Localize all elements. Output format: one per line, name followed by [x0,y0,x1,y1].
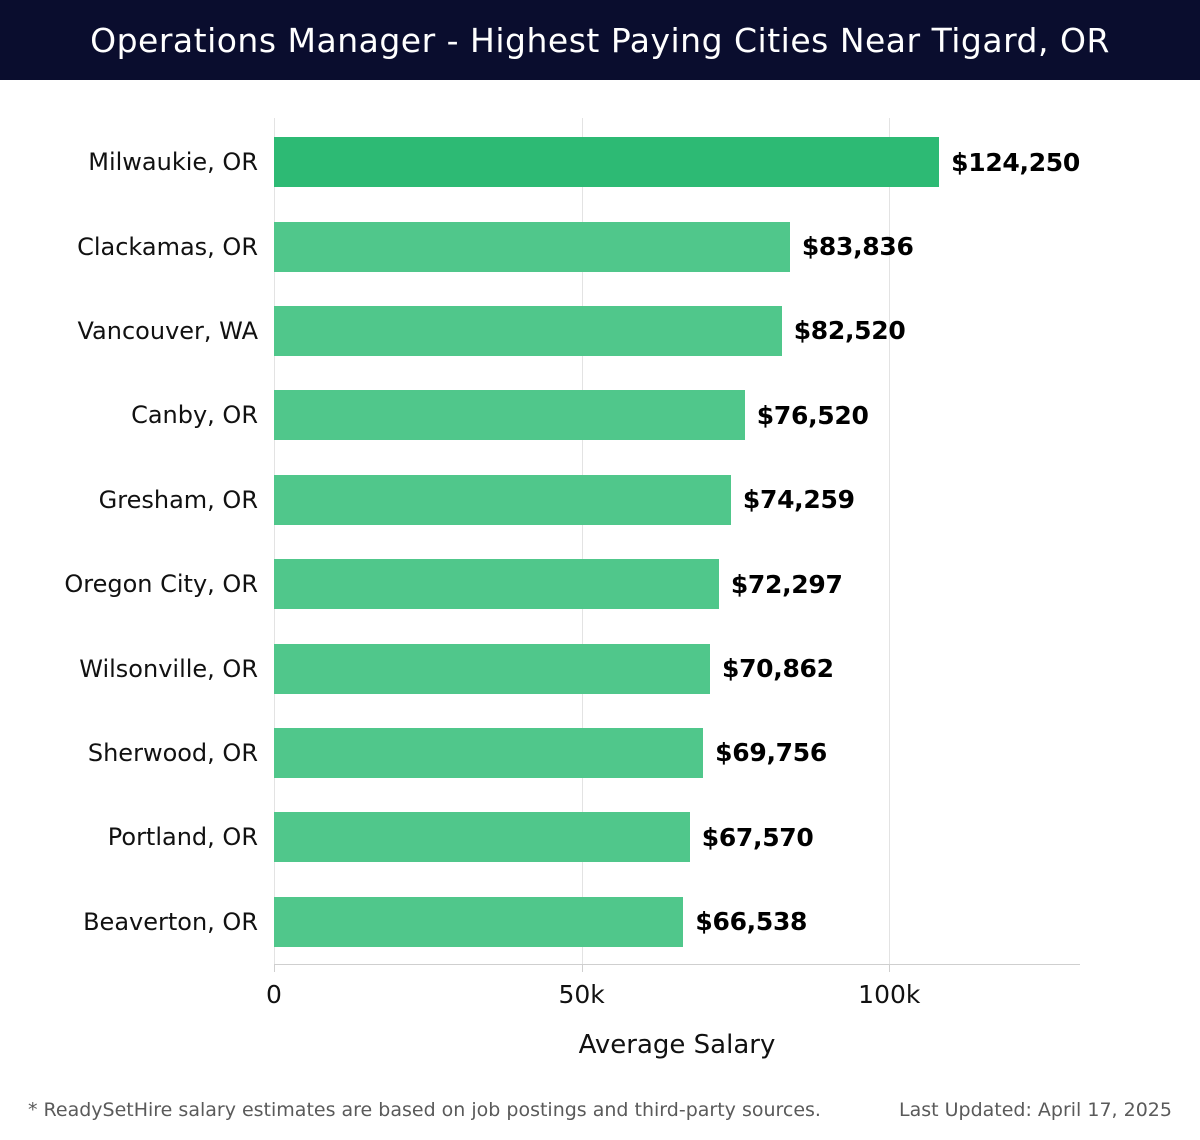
bar-track: $83,836 [274,221,1080,272]
value-label: $83,836 [801,232,914,262]
gridline-100k [889,118,891,964]
chart-title: Operations Manager - Highest Paying Citi… [90,20,1110,60]
value-label: $82,520 [793,316,906,346]
last-updated: Last Updated: April 17, 2025 [898,1099,1172,1121]
xtick-label: 50k [558,980,605,1009]
category-label: Portland, OR [107,823,258,852]
bar-row: Clackamas, OR $83,836 [0,204,1200,288]
category-label: Oregon City, OR [64,570,258,599]
title-bar: Operations Manager - Highest Paying Citi… [0,0,1200,80]
bar-row: Portland, OR $67,570 [0,795,1200,879]
bar-row: Oregon City, OR $72,297 [0,542,1200,626]
category-label: Canby, OR [131,401,258,430]
x-axis-label: Average Salary [578,1030,776,1060]
bar-row: Milwaukie, OR $124,250 [0,120,1200,204]
category-label: Gresham, OR [98,485,258,514]
footer: * ReadySetHire salary estimates are base… [0,1080,1200,1140]
category-label: Vancouver, WA [77,316,259,345]
bar [274,474,731,525]
bar [274,812,690,863]
bar [274,727,704,778]
value-label: $76,520 [756,400,869,430]
bar-row: Canby, OR $76,520 [0,373,1200,457]
category-label: Beaverton, OR [83,907,258,936]
x-axis-ticks: 0 50k 100k [266,980,1080,1014]
value-label: $69,756 [715,738,827,768]
bar-track: $76,520 [274,390,1080,441]
bar-track: $69,756 [274,727,1080,778]
bar-track: $72,297 [274,559,1080,610]
bar-track: $82,520 [274,305,1080,356]
source-note: * ReadySetHire salary estimates are base… [28,1099,821,1121]
bar [274,305,782,356]
tickmark-100k [889,964,891,972]
value-label: $124,250 [951,147,1080,177]
bar-track: $124,250 [274,137,1080,188]
value-label: $72,297 [730,569,843,599]
plot-area [274,118,1080,972]
bar-track: $66,538 [274,896,1080,947]
value-label: $66,538 [695,907,808,937]
bar [274,221,790,272]
bar-chart: Milwaukie, OR $124,250 Clackamas, OR $83,83… [0,80,1200,1080]
bar [274,390,745,441]
category-label: Clackamas, OR [77,232,258,261]
bar-row: Vancouver, WA $82,520 [0,289,1200,373]
value-label: $74,259 [742,485,855,515]
bar [274,137,940,188]
bar-track: $70,862 [274,643,1080,694]
bar-row: Beaverton, OR $66,538 [0,880,1200,964]
bar [274,643,710,694]
xtick-label: 0 [266,980,282,1009]
bar-rows: Milwaukie, OR $124,250 Clackamas, OR $83,83… [0,120,1200,964]
value-label: $70,862 [721,654,834,684]
category-label: Wilsonville, OR [79,654,258,683]
gridline-50k [581,118,583,964]
bar-track: $67,570 [274,812,1080,863]
bar [274,559,719,610]
tickmark-0 [274,964,275,972]
gridline-0 [274,118,275,964]
category-label: Sherwood, OR [87,738,258,767]
bar [274,896,684,947]
bar-row: Wilsonville, OR $70,862 [0,626,1200,710]
bar-row: Sherwood, OR $69,756 [0,711,1200,795]
tickmark-50k [581,964,583,972]
bar-track: $74,259 [274,474,1080,525]
bar-row: Gresham, OR $74,259 [0,458,1200,542]
xtick-label: 100k [858,980,921,1009]
category-label: Milwaukie, OR [88,148,258,177]
value-label: $67,570 [701,822,814,852]
